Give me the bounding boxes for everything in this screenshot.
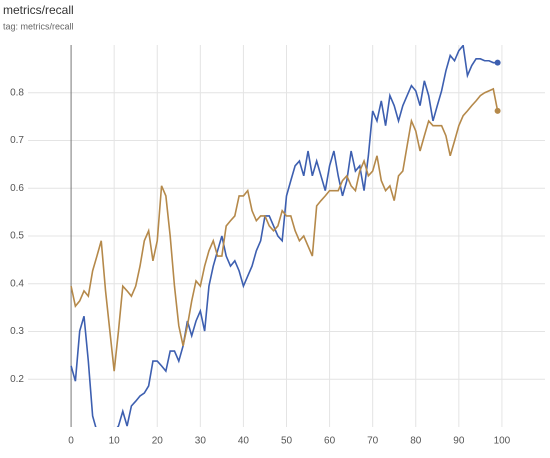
y-tick-label: 0.7 [10, 135, 24, 146]
x-tick-label: 80 [410, 436, 422, 447]
end-marker [494, 107, 501, 114]
x-tick-label: 100 [494, 436, 511, 447]
x-tick-label: 40 [238, 436, 250, 447]
series-line [70, 87, 499, 372]
plot-area [70, 45, 501, 427]
x-tick-label: 0 [68, 436, 74, 447]
x-tick-label: 30 [195, 436, 207, 447]
y-tick-label: 0.4 [10, 278, 24, 289]
y-tick-label: 0.3 [10, 326, 24, 337]
x-tick-label: 20 [152, 436, 164, 447]
y-tick-label: 0.6 [10, 183, 24, 194]
x-tick-label: 70 [367, 436, 379, 447]
y-tick-label: 0.2 [10, 374, 24, 385]
x-tick-label: 10 [109, 436, 121, 447]
grid [28, 45, 545, 427]
x-tick-label: 60 [324, 436, 336, 447]
x-tick-label: 90 [453, 436, 465, 447]
x-tick-label: 50 [281, 436, 293, 447]
y-tick-label: 0.8 [10, 87, 24, 98]
y-tick-label: 0.5 [10, 231, 24, 242]
end-marker [494, 59, 501, 66]
series-line [70, 45, 498, 427]
chart-title: metrics/recall [3, 3, 74, 17]
chart-subtitle: tag: metrics/recall [3, 21, 74, 31]
